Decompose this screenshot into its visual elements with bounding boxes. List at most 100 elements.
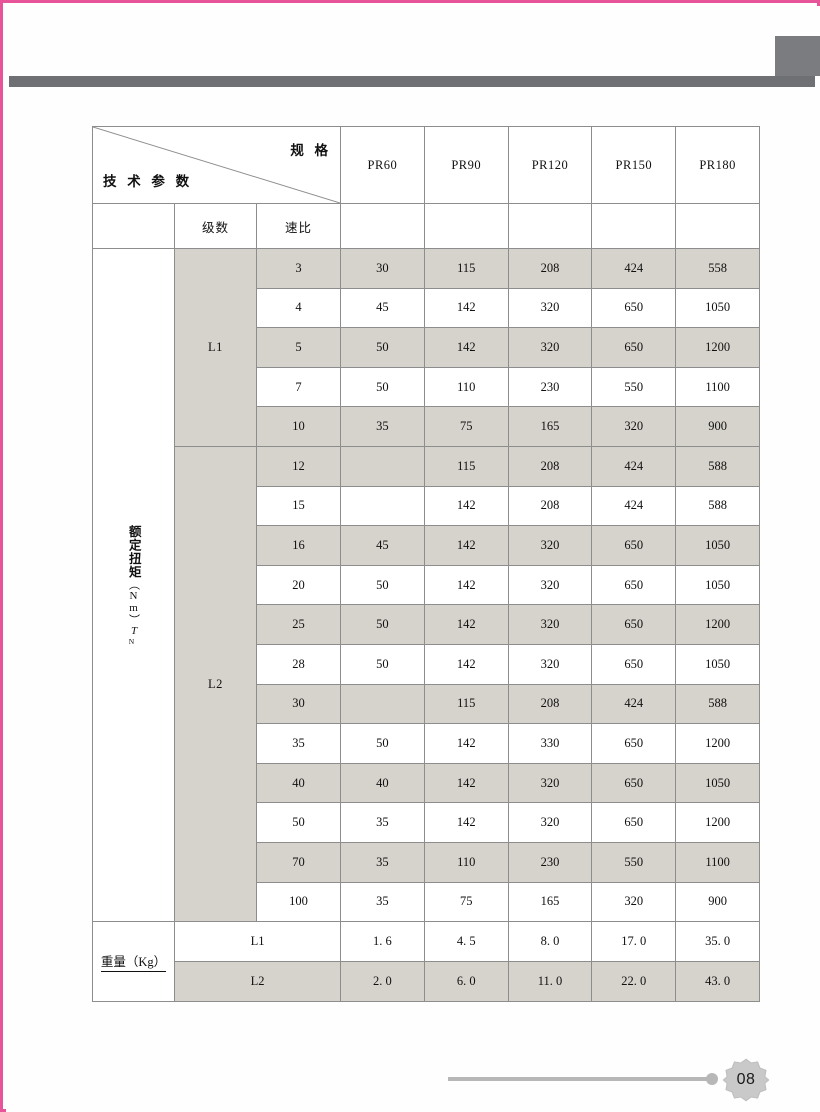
ratio-value: 35 bbox=[255, 723, 342, 764]
torque-value-pr150: 650 bbox=[591, 643, 677, 685]
torque-value-pr120: 165 bbox=[507, 406, 593, 447]
torque-value-pr150: 650 bbox=[591, 604, 677, 645]
rated-torque-unit: （Nm） bbox=[127, 578, 140, 625]
table-row: 100 35 75 165 320 900 bbox=[93, 881, 760, 923]
torque-value-pr180: 900 bbox=[675, 406, 760, 447]
ratio-value: 15 bbox=[255, 485, 342, 527]
ratio-value: 25 bbox=[255, 604, 342, 645]
header-accent-bar bbox=[9, 76, 815, 87]
footer-rule bbox=[448, 1077, 712, 1081]
footer-dot bbox=[706, 1073, 718, 1085]
torque-value-pr180: 588 bbox=[675, 485, 760, 527]
torque-value-pr60: 35 bbox=[340, 802, 425, 843]
torque-value-pr60: 45 bbox=[340, 525, 425, 566]
torque-value-pr120: 230 bbox=[507, 841, 593, 883]
table-row: 20 50 142 320 650 1050 bbox=[93, 564, 760, 606]
torque-value-pr60: 50 bbox=[340, 643, 425, 685]
weight-value-pr90: 6. 0 bbox=[423, 961, 509, 1003]
subheader-blank-pr120 bbox=[507, 203, 593, 249]
weight-value-pr90: 4. 5 bbox=[423, 921, 509, 963]
torque-value-pr60 bbox=[340, 485, 425, 527]
torque-value-pr120: 330 bbox=[507, 723, 593, 764]
ratio-value: 5 bbox=[255, 327, 342, 368]
torque-value-pr90: 142 bbox=[423, 525, 509, 566]
ratio-value: 50 bbox=[255, 802, 342, 843]
ratio-value: 12 bbox=[255, 445, 342, 487]
torque-value-pr120: 320 bbox=[507, 327, 593, 368]
torque-value-pr60: 50 bbox=[340, 366, 425, 408]
torque-value-pr120: 320 bbox=[507, 643, 593, 685]
torque-value-pr90: 75 bbox=[423, 406, 509, 447]
subheader-ratio: 速比 bbox=[255, 203, 342, 249]
table-row: 35 50 142 330 650 1200 bbox=[93, 723, 760, 764]
subheader-blank-pr180 bbox=[675, 203, 760, 249]
torque-value-pr150: 650 bbox=[591, 525, 677, 566]
torque-value-pr120: 320 bbox=[507, 604, 593, 645]
ratio-value: 10 bbox=[255, 406, 342, 447]
weight-stage-l1: L1 bbox=[173, 921, 342, 963]
torque-value-pr150: 424 bbox=[591, 248, 677, 289]
torque-value-pr180: 588 bbox=[675, 445, 760, 487]
torque-value-pr90: 115 bbox=[423, 683, 509, 725]
weight-row: 重量（Kg） L1 1. 6 4. 5 8. 0 17. 0 35. 0 bbox=[92, 921, 760, 1003]
torque-value-pr120: 320 bbox=[507, 762, 593, 804]
torque-value-pr180: 588 bbox=[675, 683, 760, 725]
spec-table-container: 规 格技 术 参 数 PR60 PR90 PR120 PR150 PR180 级数 速比 额定扭… bbox=[91, 126, 760, 1003]
torque-value-pr150: 650 bbox=[591, 327, 677, 368]
header-label-tech-params: 技 术 参 数 bbox=[103, 174, 193, 190]
ratio-value: 20 bbox=[255, 564, 342, 606]
torque-value-pr90: 115 bbox=[423, 248, 509, 289]
column-header-pr150: PR150 bbox=[591, 126, 677, 204]
torque-value-pr180: 1200 bbox=[675, 723, 760, 764]
torque-value-pr90: 142 bbox=[423, 723, 509, 764]
table-row: 50 35 142 320 650 1200 bbox=[93, 802, 760, 843]
subheader-blank bbox=[92, 203, 175, 249]
torque-value-pr120: 208 bbox=[507, 683, 593, 725]
torque-value-pr180: 1050 bbox=[675, 762, 760, 804]
torque-value-pr150: 650 bbox=[591, 762, 677, 804]
ratio-value: 70 bbox=[255, 841, 342, 883]
table-row: 70 35 110 230 550 1100 bbox=[93, 841, 760, 883]
rated-torque-symbol: TN bbox=[126, 624, 141, 646]
ratio-value: 3 bbox=[255, 248, 342, 289]
torque-value-pr120: 320 bbox=[507, 802, 593, 843]
table-row: 30 115 208 424 588 bbox=[93, 683, 760, 725]
table-row: 25 50 142 320 650 1200 bbox=[93, 604, 760, 645]
torque-value-pr60: 50 bbox=[340, 723, 425, 764]
torque-value-pr180: 1200 bbox=[675, 327, 760, 368]
ratio-value: 28 bbox=[255, 643, 342, 685]
torque-value-pr90: 75 bbox=[423, 881, 509, 923]
torque-value-pr60: 30 bbox=[340, 248, 425, 289]
torque-value-pr150: 424 bbox=[591, 445, 677, 487]
ratio-value: 30 bbox=[255, 683, 342, 725]
torque-value-pr60: 35 bbox=[340, 406, 425, 447]
table-row: L2 12 115 208 424 588 bbox=[93, 445, 760, 923]
torque-value-pr60 bbox=[340, 445, 425, 487]
subheader-blank-pr90 bbox=[423, 203, 509, 249]
table-row: 16 45 142 320 650 1050 bbox=[93, 525, 760, 566]
column-header-pr120: PR120 bbox=[507, 126, 593, 204]
torque-value-pr150: 550 bbox=[591, 366, 677, 408]
torque-value-pr120: 208 bbox=[507, 485, 593, 527]
table-row: 额定扭矩 （Nm） TN L1 3 30 115 208 424 558 bbox=[92, 247, 760, 923]
torque-value-pr150: 550 bbox=[591, 841, 677, 883]
ratio-value: 4 bbox=[255, 287, 342, 329]
torque-value-pr60: 50 bbox=[340, 604, 425, 645]
weight-value-pr180: 43. 0 bbox=[675, 961, 760, 1003]
torque-value-pr180: 1100 bbox=[675, 366, 760, 408]
column-header-pr180: PR180 bbox=[675, 126, 760, 204]
torque-value-pr90: 142 bbox=[423, 485, 509, 527]
torque-value-pr120: 320 bbox=[507, 525, 593, 566]
header-accent-block bbox=[775, 36, 820, 76]
torque-value-pr150: 424 bbox=[591, 485, 677, 527]
subheader-blank-pr60 bbox=[340, 203, 425, 249]
header-label-spec: 规 格 bbox=[290, 143, 332, 159]
subheader-stage: 级数 bbox=[174, 203, 257, 249]
table-subheader-row: 级数 速比 bbox=[92, 203, 760, 249]
torque-value-pr120: 165 bbox=[507, 881, 593, 923]
torque-value-pr150: 650 bbox=[591, 802, 677, 843]
rated-torque-text: 额定扭矩 bbox=[126, 524, 142, 579]
torque-value-pr120: 208 bbox=[507, 445, 593, 487]
torque-value-pr60: 50 bbox=[340, 327, 425, 368]
